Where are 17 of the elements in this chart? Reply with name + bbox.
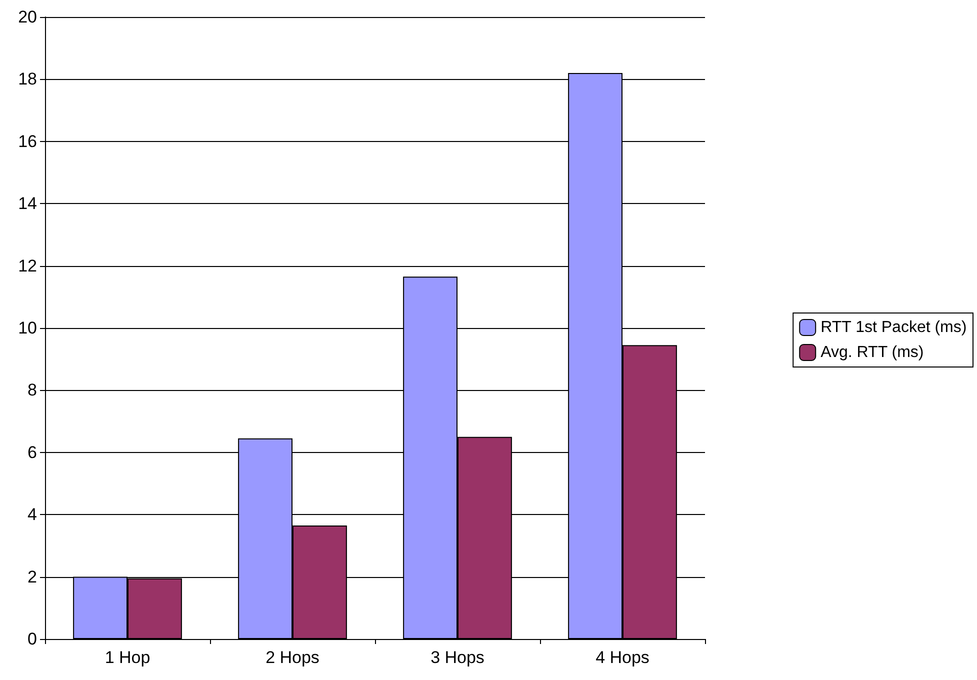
x-tick-label: 2 Hops	[266, 648, 320, 667]
x-tick-label: 4 Hops	[596, 648, 650, 667]
y-tick-label: 10	[18, 318, 37, 338]
y-tick-label: 0	[28, 630, 37, 648]
y-tick-label: 4	[28, 505, 37, 524]
x-tick-label: 3 Hops	[430, 648, 484, 667]
y-tick-label: 20	[18, 8, 37, 26]
y-tick-label: 16	[18, 132, 37, 151]
legend-label: Avg. RTT (ms)	[820, 344, 924, 361]
y-tick-label: 2	[28, 567, 37, 586]
y-tick-label: 12	[18, 256, 37, 276]
y-tick-label: 8	[28, 380, 37, 400]
legend-label: RTT 1st Packet (ms)	[820, 319, 967, 336]
y-tick-label: 14	[18, 194, 37, 214]
y-tick-label: 18	[18, 70, 37, 89]
x-tick-label: 1 Hop	[104, 648, 150, 667]
y-tick-label: 6	[28, 442, 37, 462]
